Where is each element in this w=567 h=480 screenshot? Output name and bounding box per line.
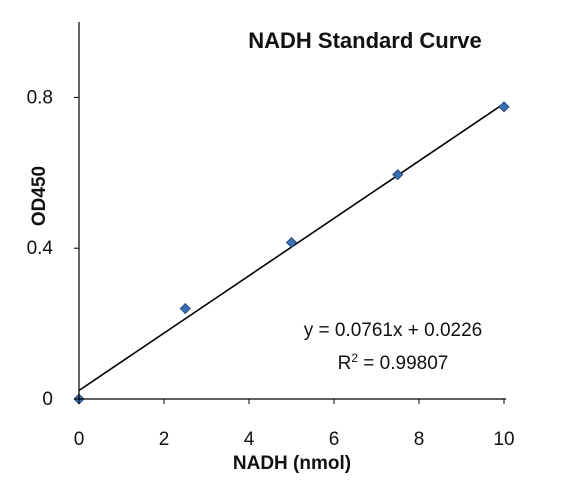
y-tick-label: 0 xyxy=(42,389,53,410)
r-squared-label: R2 = 0.99807 xyxy=(338,351,449,374)
data-point xyxy=(285,236,298,249)
x-tick-label: 2 xyxy=(159,429,170,450)
x-tick-label: 4 xyxy=(244,429,255,450)
plot-area xyxy=(73,101,510,405)
y-axis-ticks: 0 0.4 0.8 xyxy=(27,87,79,410)
x-tick-label: 6 xyxy=(329,429,340,450)
data-point xyxy=(498,101,510,113)
r-squared-superscript: 2 xyxy=(351,351,358,365)
y-tick-label: 0.4 xyxy=(27,238,54,259)
chart-title: NADH Standard Curve xyxy=(248,28,481,53)
x-axis-title: NADH (nmol) xyxy=(233,453,351,474)
data-point xyxy=(179,302,191,315)
data-point xyxy=(392,169,404,181)
r-squared-prefix: R xyxy=(338,353,352,374)
x-tick-label: 8 xyxy=(414,429,425,450)
x-tick-label: 10 xyxy=(493,429,514,450)
x-axis-ticks: 0 2 4 6 8 10 xyxy=(74,399,515,450)
y-axis-title: OD450 xyxy=(29,166,50,226)
r-squared-value: = 0.99807 xyxy=(358,353,448,374)
trendline-equation: y = 0.0761x + 0.0226 xyxy=(304,320,483,341)
x-tick-label: 0 xyxy=(74,429,85,450)
y-tick-label: 0.8 xyxy=(27,87,53,108)
